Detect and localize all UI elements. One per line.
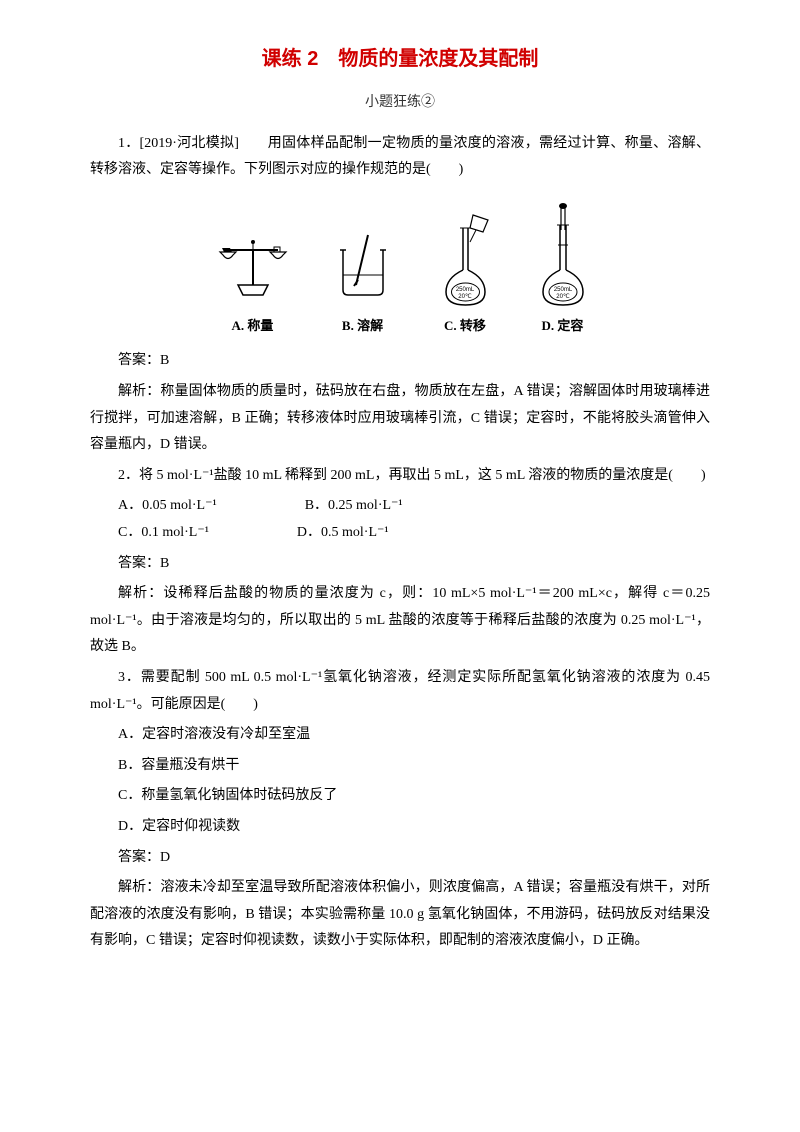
q2-explanation: 解析：设稀释后盐酸的物质的量浓度为 c，则：10 mL×5 mol·L⁻¹＝20… [90,581,710,661]
q2-opts-row2: C．0.1 mol·L⁻¹ D．0.5 mol·L⁻¹ [90,520,710,547]
q2-answer: 答案：B [90,551,710,578]
fig-c-label: C. 转移 [444,314,486,339]
q2-optC: C．0.1 mol·L⁻¹ [90,520,209,547]
fig-d-label: D. 定容 [542,314,584,339]
fig-d: 250mL 20℃ D. 定容 [533,200,593,339]
q2-optB: B．0.25 mol·L⁻¹ [277,493,403,520]
q2-stem: 2．将 5 mol·L⁻¹盐酸 10 mL 稀释到 200 mL，再取出 5 m… [90,463,710,490]
fig-c: 250mL 20℃ C. 转移 [428,210,503,339]
q1-explanation: 解析：称量固体物质的质量时，砝码放在右盘，物质放在左盘，A 错误；溶解固体时用玻… [90,379,710,459]
fig-b: B. 溶解 [328,230,398,339]
page-subtitle: 小题狂练② [90,90,710,117]
svg-text:250mL: 250mL [553,287,572,293]
q3-optD: D．定容时仰视读数 [90,814,710,841]
q3-stem: 3．需要配制 500 mL 0.5 mol·L⁻¹氢氧化钠溶液，经测定实际所配氢… [90,665,710,718]
page: 课练 2 物质的量浓度及其配制 小题狂练② 1．[2019·河北模拟] 用固体样… [0,0,800,999]
beaker-icon [328,230,398,310]
q3-explanation: 解析：溶液未冷却至室温导致所配溶液体积偏小，则浓度偏高，A 错误；容量瓶没有烘干… [90,875,710,955]
fig-b-label: B. 溶解 [342,314,383,339]
q2-optD: D．0.5 mol·L⁻¹ [269,520,389,547]
page-title: 课练 2 物质的量浓度及其配制 [90,40,710,78]
svg-text:20℃: 20℃ [458,294,472,300]
q1-figures: A. 称量 B. 溶解 250mL 20℃ [90,200,710,339]
volumetric-flask-icon: 250mL 20℃ [533,200,593,310]
q3-optB: B．容量瓶没有烘干 [90,753,710,780]
fig-a-label: A. 称量 [232,314,274,339]
q3-optC: C．称量氢氧化钠固体时砝码放反了 [90,783,710,810]
q2-optA: A．0.05 mol·L⁻¹ [90,493,217,520]
svg-text:20℃: 20℃ [556,294,570,300]
q3-optA: A．定容时溶液没有冷却至室温 [90,722,710,749]
q1-answer: 答案：B [90,348,710,375]
q1-stem: 1．[2019·河北模拟] 用固体样品配制一定物质的量浓度的溶液，需经过计算、称… [90,131,710,184]
transfer-flask-icon: 250mL 20℃ [428,210,503,310]
q3-answer: 答案：D [90,845,710,872]
balance-icon [208,230,298,310]
fig-a: A. 称量 [208,230,298,339]
svg-text:250mL: 250mL [455,287,474,293]
q2-opts-row1: A．0.05 mol·L⁻¹ B．0.25 mol·L⁻¹ [90,493,710,520]
